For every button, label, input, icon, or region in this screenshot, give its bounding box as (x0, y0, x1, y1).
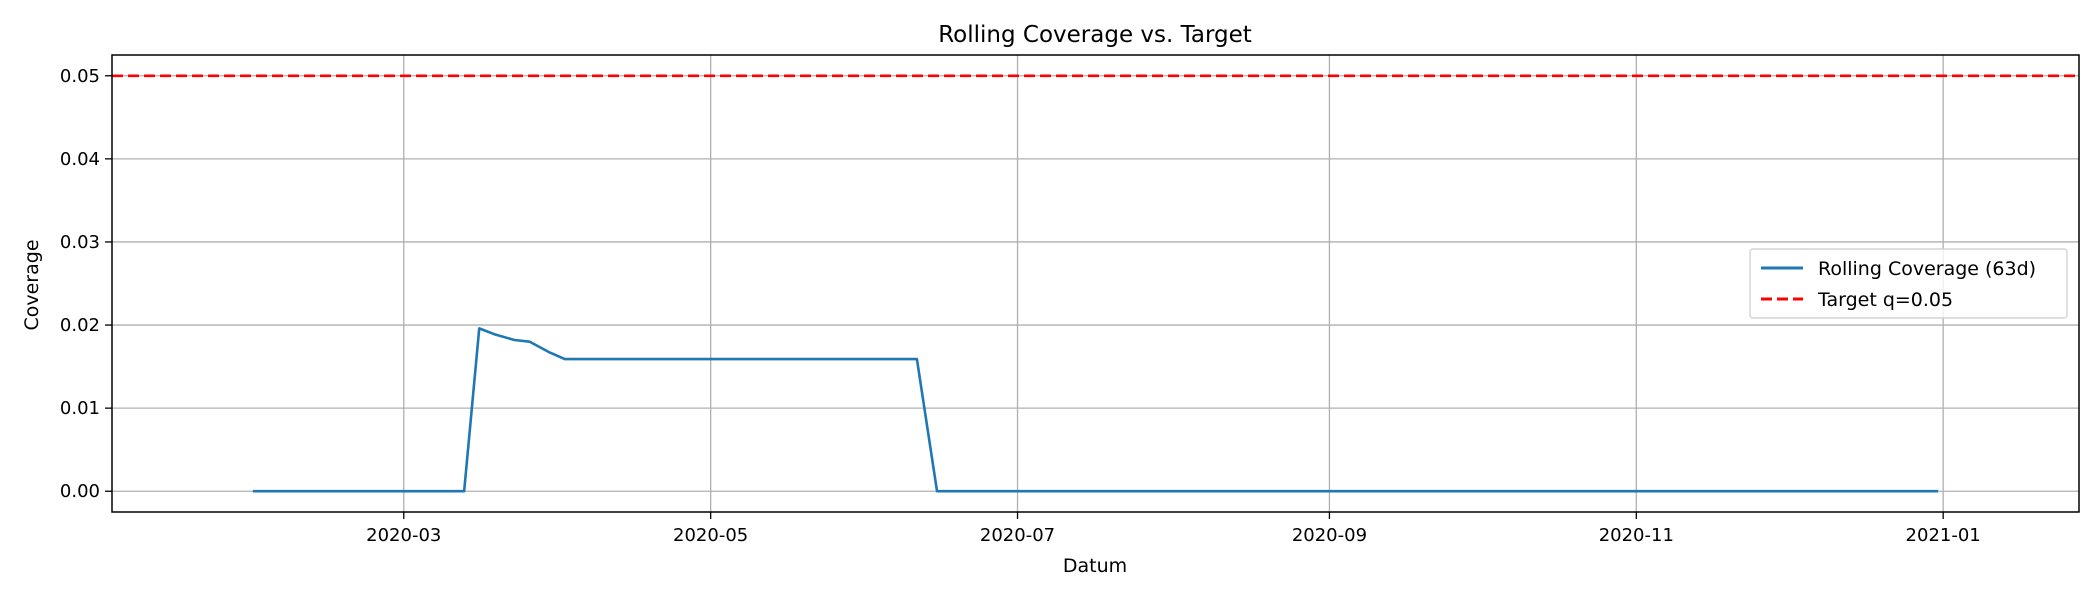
plot-frame (111, 54, 2080, 513)
x-tick-label: 2020-03 (366, 525, 441, 546)
x-axis-ticks: 2020-03 2020-05 2020-07 2020-09 2020-11 2021-… (366, 512, 1981, 546)
y-tick-label: 0.04 (60, 149, 100, 170)
legend-label-coverage: Rolling Coverage (63d) (1818, 258, 2036, 280)
x-tick-label: 2021-01 (1906, 525, 1981, 546)
y-tick-label: 0.01 (60, 398, 100, 419)
x-tick-label: 2020-11 (1599, 525, 1674, 546)
plot-lines (112, 74, 2079, 493)
legend-box (1749, 248, 2068, 319)
y-tick-label: 0.00 (60, 481, 100, 502)
y-tick-label: 0.03 (60, 232, 100, 253)
x-tick-label: 2020-05 (673, 525, 748, 546)
y-tick-label: 0.02 (60, 315, 100, 336)
rolling-coverage-line (252, 327, 1939, 493)
x-axis-label: Datum (1063, 555, 1127, 577)
y-tick-label: 0.05 (60, 66, 100, 87)
x-tick-label: 2020-09 (1292, 525, 1367, 546)
legend-label-target: Target q=0.05 (1817, 289, 1953, 311)
chart-title: Rolling Coverage vs. Target (938, 22, 1252, 48)
y-axis-label: Coverage (21, 239, 43, 330)
y-axis-ticks: 0.00 0.01 0.02 0.03 0.04 0.05 (60, 66, 112, 502)
legend: Rolling Coverage (63d) Target q=0.05 (1749, 248, 2068, 319)
x-tick-label: 2020-07 (980, 525, 1055, 546)
